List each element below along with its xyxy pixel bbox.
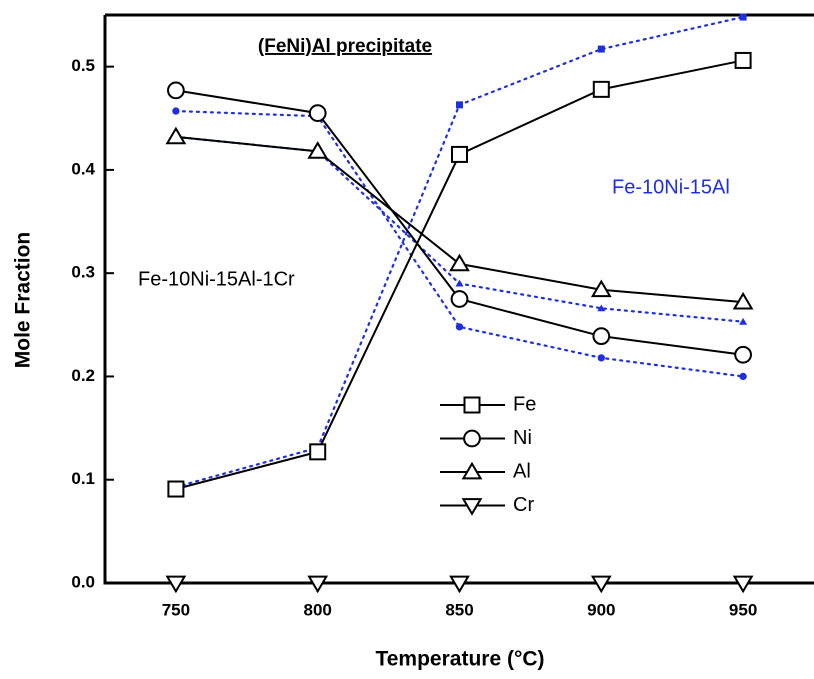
x-tick-label: 950 — [729, 600, 757, 619]
legend-label: Cr — [513, 494, 534, 516]
marker — [734, 51, 752, 69]
marker — [463, 429, 481, 448]
annotation: (FeNi)Al precipitate — [258, 36, 432, 57]
y-axis-label: Mole Fraction — [12, 232, 35, 369]
marker — [590, 575, 612, 594]
x-tick-label: 900 — [587, 600, 615, 619]
y-tick-label: 0.4 — [71, 159, 95, 178]
y-tick-label: 0.3 — [71, 263, 95, 282]
marker — [463, 396, 481, 414]
legend-label: Fe — [513, 393, 536, 415]
marker — [309, 443, 327, 461]
legend-label: Ni — [513, 427, 532, 449]
marker — [449, 575, 470, 594]
marker — [739, 13, 747, 21]
marker — [167, 480, 185, 498]
y-tick-label: 0.0 — [71, 572, 95, 591]
marker — [167, 81, 185, 100]
x-tick-label: 800 — [304, 600, 332, 619]
marker — [172, 107, 180, 115]
marker — [592, 327, 611, 346]
marker — [450, 290, 469, 308]
series-line — [174, 15, 745, 489]
marker — [597, 354, 605, 362]
y-tick-label: 0.5 — [71, 56, 95, 75]
legend-label: Al — [513, 460, 531, 482]
marker — [451, 145, 468, 163]
marker — [732, 291, 754, 310]
marker — [456, 101, 463, 109]
x-tick-label: 750 — [162, 600, 190, 619]
marker — [590, 279, 612, 298]
series-line — [174, 89, 745, 356]
x-tick-label: 850 — [445, 600, 473, 619]
y-tick-label: 0.2 — [71, 366, 95, 385]
marker — [455, 323, 464, 331]
x-axis-label: Temperature (°C) — [375, 648, 544, 671]
marker — [732, 575, 754, 594]
marker — [739, 372, 747, 381]
marker — [308, 104, 327, 122]
marker — [461, 461, 483, 480]
marker — [739, 317, 748, 325]
marker — [597, 304, 606, 312]
marker — [592, 80, 610, 98]
marker — [307, 575, 329, 594]
series-line — [174, 109, 745, 378]
annotation: Fe-10Ni-15Al — [612, 176, 730, 198]
marker — [461, 498, 483, 516]
marker — [307, 141, 329, 159]
marker — [597, 45, 605, 53]
marker — [165, 575, 187, 594]
y-tick-label: 0.1 — [71, 469, 95, 488]
annotation: Fe-10Ni-15Al-1Cr — [138, 268, 295, 290]
marker — [455, 279, 464, 287]
marker — [165, 126, 187, 145]
marker — [734, 345, 752, 364]
marker — [449, 253, 470, 272]
